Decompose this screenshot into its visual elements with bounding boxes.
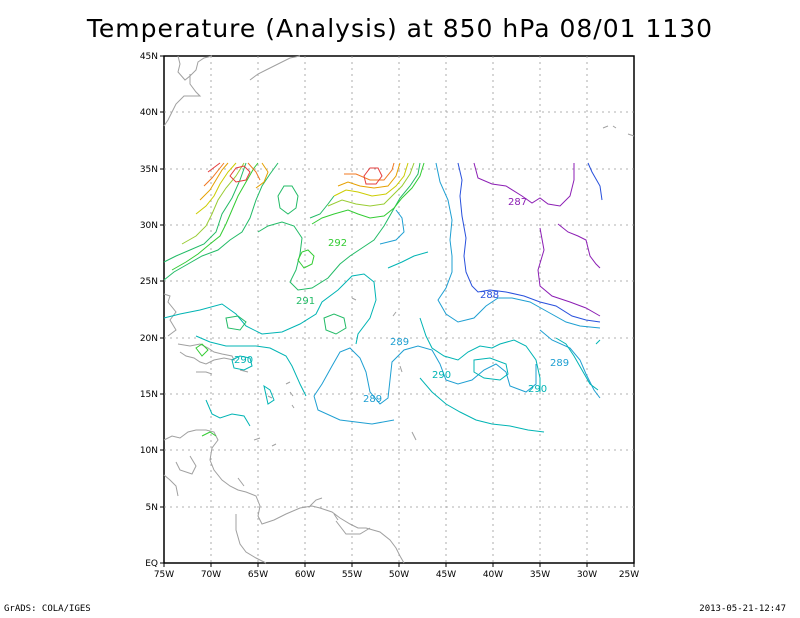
contour-290 <box>163 251 601 433</box>
contour-289 <box>313 162 601 425</box>
lon-tick: 35W <box>530 570 550 580</box>
contour-label: 291 <box>296 296 315 307</box>
lon-tick: 70W <box>201 570 221 580</box>
lon-tick: 45W <box>436 570 456 580</box>
lat-axis: 45N 40N 35N 30N 25N 20N 15N 10N 5N EQ <box>140 52 158 569</box>
contour-293 <box>181 162 415 245</box>
lat-tick: 25N <box>140 277 158 287</box>
contour-label: 292 <box>328 238 347 249</box>
lat-tick: 40N <box>140 108 158 118</box>
lat-tick: EQ <box>145 559 158 569</box>
footer-credit: GrADS: COLA/IGES <box>4 604 91 614</box>
lon-tick: 50W <box>389 570 409 580</box>
lat-tick: 35N <box>140 165 158 175</box>
lon-tick: 65W <box>248 570 268 580</box>
tick-marks <box>160 55 635 567</box>
lon-tick: 30W <box>577 570 597 580</box>
contour-label: 287 <box>508 197 527 208</box>
contour-label: 289 <box>363 394 382 405</box>
contour-label: 290 <box>234 355 253 366</box>
lon-tick: 40W <box>483 570 503 580</box>
lon-tick: 55W <box>342 570 362 580</box>
contour-288 <box>457 162 603 323</box>
lon-tick: 60W <box>295 570 315 580</box>
lat-tick: 20N <box>140 334 158 344</box>
gridlines <box>164 56 634 563</box>
contour-292 <box>171 162 425 437</box>
lat-tick: 10N <box>140 446 158 456</box>
lon-tick: 75W <box>154 570 174 580</box>
contour-label: 289 <box>390 337 409 348</box>
footer-timestamp: 2013-05-21-12:47 <box>699 604 786 614</box>
contour-labels: 292 291 290 289 290 289 288 287 290 289 <box>234 197 569 405</box>
coastlines <box>163 55 635 564</box>
lat-tick: 5N <box>146 503 158 513</box>
contour-295 <box>199 162 401 201</box>
lon-axis: 75W 70W 65W 60W 55W 50W 45W 40W 35W 30W … <box>154 570 639 580</box>
lon-tick: 25W <box>619 570 639 580</box>
contour-label: 290 <box>528 384 547 395</box>
contour-296 <box>203 162 395 187</box>
lat-tick: 15N <box>140 390 158 400</box>
contour-label: 290 <box>432 370 451 381</box>
contour-294 <box>195 162 409 215</box>
contour-label: 289 <box>550 358 569 369</box>
contour-297 <box>207 162 383 185</box>
map-title: Temperature (Analysis) at 850 hPa 08/01 … <box>86 14 714 43</box>
lat-tick: 45N <box>140 52 158 62</box>
lat-tick: 30N <box>140 221 158 231</box>
contour-287 <box>473 162 601 317</box>
contour-label: 288 <box>480 290 499 301</box>
contour-291 <box>163 162 421 335</box>
